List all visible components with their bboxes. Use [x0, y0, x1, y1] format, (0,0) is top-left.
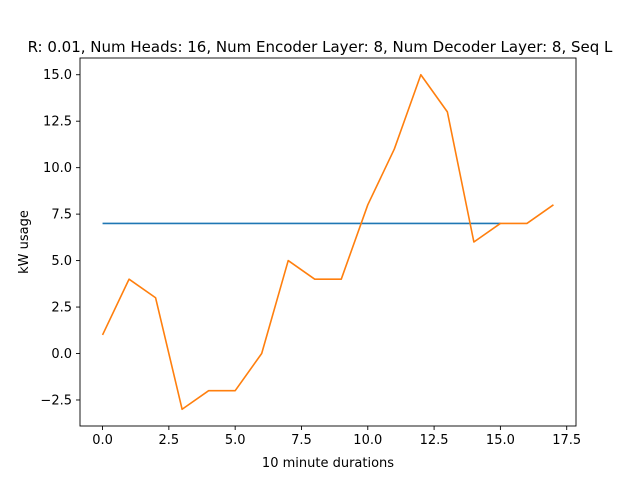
x-tick-label: 5.0: [225, 433, 246, 448]
x-tick-label: 7.5: [291, 433, 312, 448]
x-tick-label: 10.0: [353, 433, 382, 448]
x-tick-label: 15.0: [486, 433, 515, 448]
y-tick-label: 12.5: [43, 115, 72, 130]
y-tick-label: −2.5: [40, 393, 72, 408]
y-tick-label: 7.5: [51, 208, 72, 223]
x-tick-label: 2.5: [159, 433, 180, 448]
x-tick-label: 12.5: [420, 433, 449, 448]
y-axis-label: kW usage: [17, 210, 32, 274]
y-tick-label: 15.0: [43, 68, 72, 83]
y-tick-label: 10.0: [43, 161, 72, 176]
chart-title: R: 0.01, Num Heads: 16, Num Encoder Laye…: [28, 38, 613, 56]
y-tick-label: 0.0: [51, 347, 72, 362]
y-tick-label: 2.5: [51, 301, 72, 316]
series-line-2: [101, 73, 554, 411]
y-tick-label: 5.0: [51, 254, 72, 269]
x-axis-label: 10 minute durations: [262, 456, 394, 471]
x-tick-label: 17.5: [552, 433, 581, 448]
axes-frame: [79, 57, 577, 427]
plot-area: 0.0 2.5 5.0 7.5 10.0 12.5 15.0 17.5 −2.5 0.0 2.5 5.…: [40, 57, 581, 448]
x-tick-label: 0.0: [92, 433, 113, 448]
